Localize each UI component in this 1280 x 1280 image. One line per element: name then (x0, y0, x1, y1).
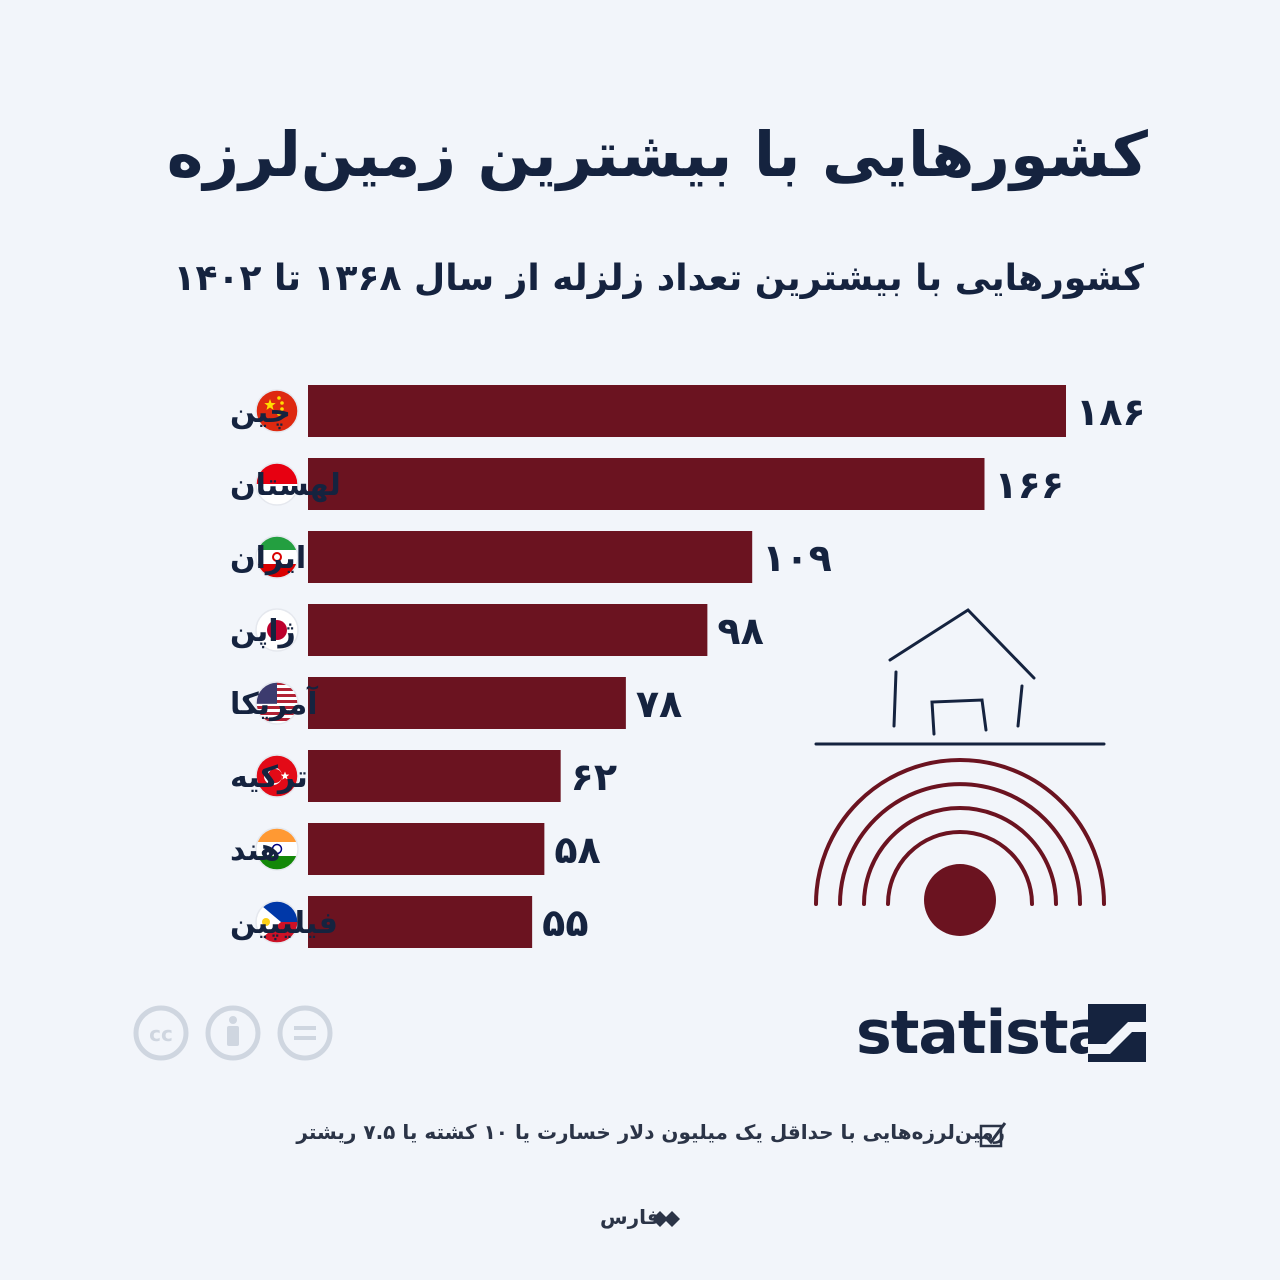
turkey-flag-icon (255, 754, 299, 798)
checkbox-icon (979, 1122, 1007, 1148)
nd-icon (277, 1005, 333, 1061)
bar-5 (308, 750, 561, 802)
value-label-1: ۱۶۶ (994, 463, 1064, 507)
value-label-5: ۶۲ (571, 755, 617, 799)
philippines-flag-icon (255, 900, 299, 944)
usa-flag-icon (255, 681, 299, 725)
value-label-3: ۹۸ (717, 609, 763, 653)
statista-logo-icon (1088, 1004, 1146, 1062)
category-label-3: ژاپن (230, 614, 296, 649)
category-label-5: ترکیه (230, 760, 308, 795)
category-label-1: لهستان (230, 468, 341, 503)
license-icons: cc (133, 1005, 333, 1061)
value-label-6: ۵۸ (554, 828, 600, 872)
bar-2 (308, 531, 753, 583)
publisher-name: فارس (600, 1205, 660, 1229)
value-label-4: ۷۸ (636, 682, 682, 726)
iran-flag-icon (255, 535, 299, 579)
bar-0 (308, 385, 1066, 437)
japan-flag-icon (255, 608, 299, 652)
value-label-2: ۱۰۹ (762, 536, 832, 580)
category-label-2: ایران (230, 541, 306, 576)
house-door (930, 698, 988, 736)
china-flag-icon (255, 389, 299, 433)
bar-3 (308, 604, 708, 656)
indonesia-flag-icon (255, 462, 299, 506)
chart-title: کشورهایی با بیشترین زمین‌لرزه (166, 118, 1148, 191)
chart-subtitle: کشورهایی با بیشترین تعداد زلزله از سال ۱… (173, 258, 1144, 299)
svg-text:cc: cc (149, 1022, 173, 1046)
statista-wordmark: statista (856, 998, 1108, 1068)
house-roof (888, 608, 1036, 680)
house-quake-illustration (814, 608, 1106, 936)
footnote: زمین‌لرزه‌هایی با حداقل یک میلیون دلار خ… (296, 1120, 1005, 1144)
bar-chart: ۱۸۶ چین ۱۶۶ لهستان ۱۰۹ ایران ۹۸ ژاپن ۷۸ آمریکا ۶۲ ت… (230, 385, 1146, 948)
publisher-logo-icon (652, 1211, 680, 1227)
value-label-7: ۵۵ (542, 901, 588, 945)
category-label-4: آمریکا (230, 685, 318, 722)
cc-icon: cc (133, 1005, 189, 1061)
epicenter-dot (924, 864, 996, 936)
value-label-0: ۱۸۶ (1076, 390, 1146, 434)
house-wall-right (1016, 684, 1024, 728)
seismic-wave-3 (838, 782, 1082, 906)
category-label-6: هند (230, 833, 280, 868)
bar-4 (308, 677, 626, 729)
seismic-wave-4 (814, 758, 1106, 906)
by-icon (205, 1005, 261, 1061)
bar-1 (308, 458, 985, 510)
bar-7 (308, 896, 533, 948)
bar-6 (308, 823, 545, 875)
seismic-wave-1 (886, 830, 1034, 906)
category-label-7: فیلیپین (230, 906, 338, 941)
seismic-wave-2 (862, 806, 1058, 906)
india-flag-icon (255, 827, 299, 871)
house-wall-left (892, 670, 898, 728)
category-label-0: چین (230, 395, 291, 430)
